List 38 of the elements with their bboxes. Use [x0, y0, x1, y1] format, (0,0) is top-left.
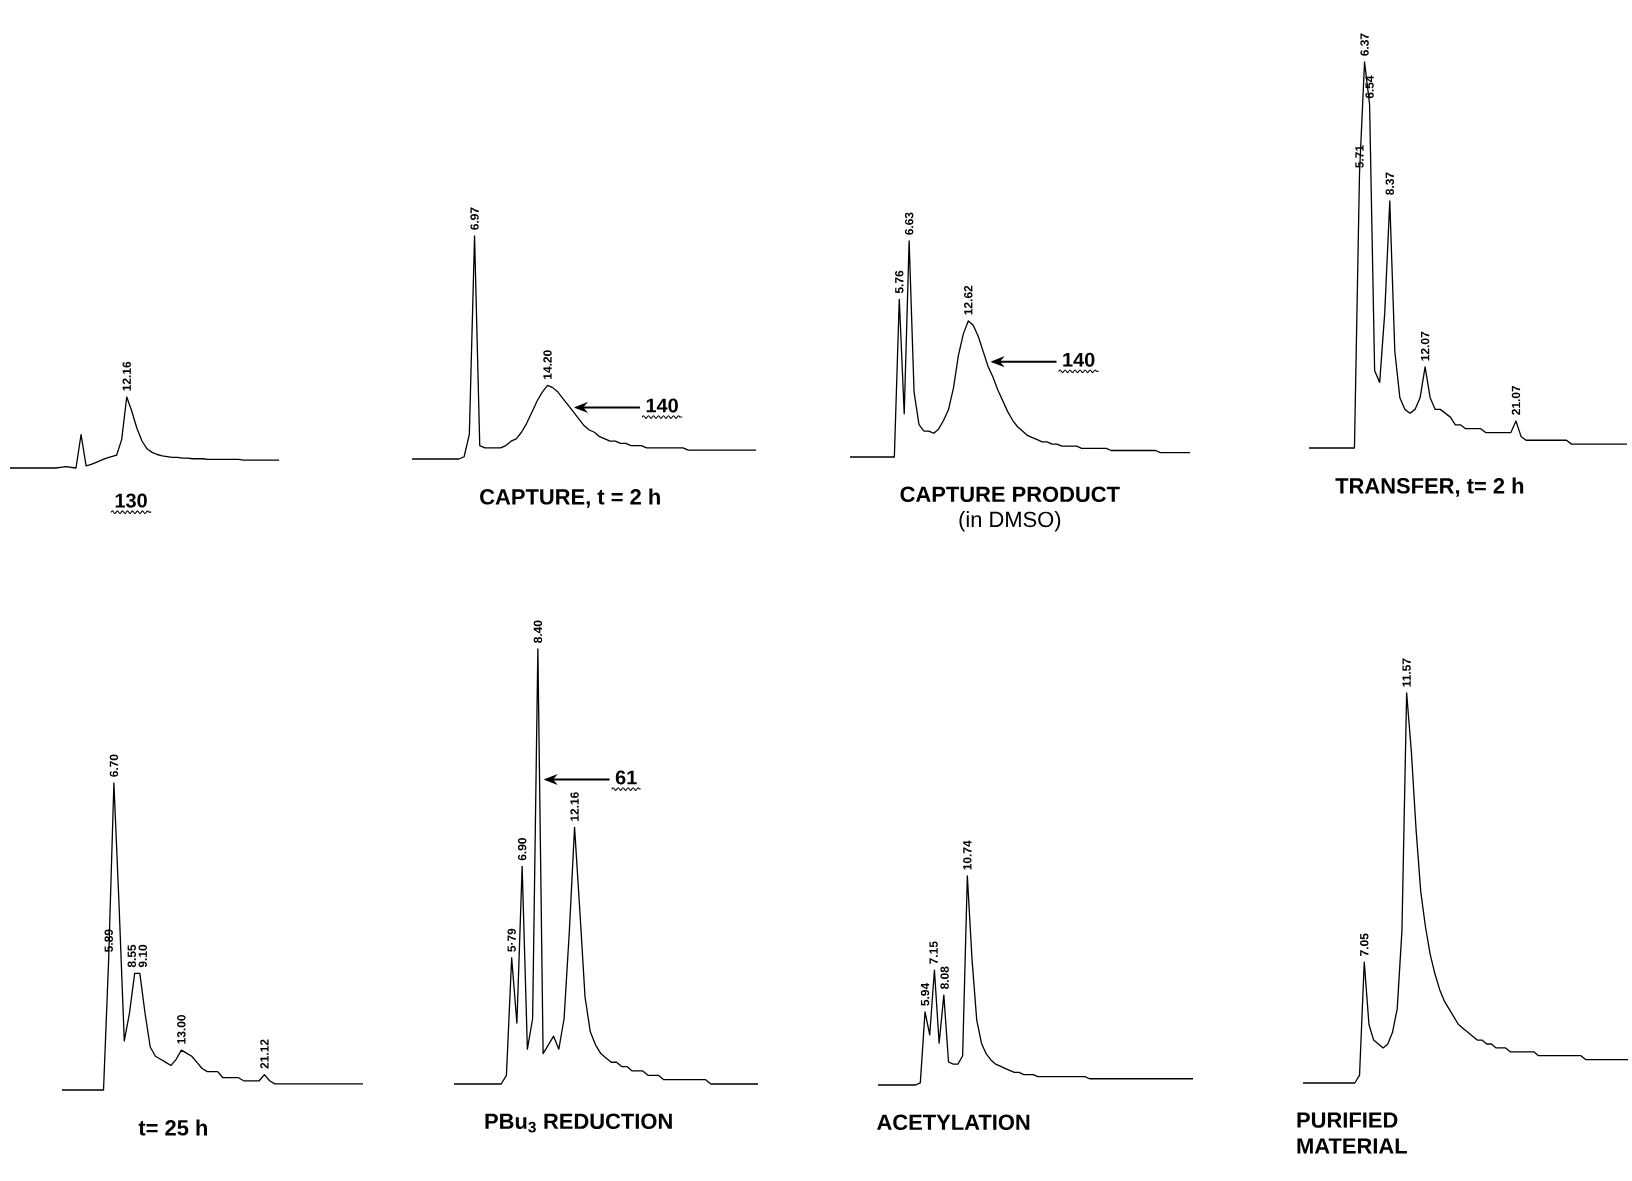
- annotation: 14.20: [543, 350, 552, 379]
- annotation: 21.12: [260, 1039, 269, 1069]
- text: PURIFIED MATERIAL: [1297, 1112, 1407, 1154]
- annotation: 9.10: [138, 944, 147, 968]
- text: PBu$_{3}$ REDUCTION: [485, 1113, 672, 1133]
- annotation: 8.55: [127, 944, 136, 968]
- text: CAPTURE, t = 2 h: [480, 488, 660, 508]
- annotation: 6.90: [517, 838, 527, 861]
- annotation: 8.08: [940, 966, 949, 990]
- text: 130: [115, 493, 147, 508]
- annotation: 12.62: [964, 285, 973, 315]
- annotation: 6.63: [904, 212, 914, 235]
- annotation: 5.76: [895, 270, 904, 294]
- annotation: 7.15: [929, 941, 938, 964]
- annotation: 8.40: [533, 620, 543, 643]
- annotation: 5·79: [507, 928, 516, 952]
- annotation: 7.05: [1360, 933, 1369, 956]
- annotation: 13.00: [177, 1014, 186, 1044]
- annotation: 140: [646, 398, 678, 413]
- annotation: 12.16: [570, 792, 579, 821]
- annotation: 8.37: [1385, 172, 1395, 195]
- text: CAPTURE PRODUCT: [900, 486, 1120, 503]
- annotation: 21.07: [1511, 385, 1521, 415]
- annotation: 12.16: [122, 361, 131, 391]
- text: (in DMSO): [959, 511, 1061, 532]
- text: t= 25 h: [138, 1119, 208, 1136]
- text: TRANSFER, t= 2 h: [1335, 477, 1524, 497]
- annotation: 61: [615, 770, 637, 785]
- annotation: 6.70: [109, 754, 119, 777]
- annotation: 10.74: [963, 840, 972, 870]
- annotation: 6.97: [470, 207, 479, 230]
- text: ACETYLATION: [877, 1114, 1030, 1131]
- annotation: 6.37: [1360, 33, 1369, 56]
- annotation: 12.07: [1420, 331, 1430, 361]
- annotation: 11.57: [1402, 658, 1411, 687]
- annotation: 140: [1063, 352, 1095, 367]
- annotation: 5.71: [1355, 145, 1364, 168]
- annotation: 5.94: [920, 982, 930, 1006]
